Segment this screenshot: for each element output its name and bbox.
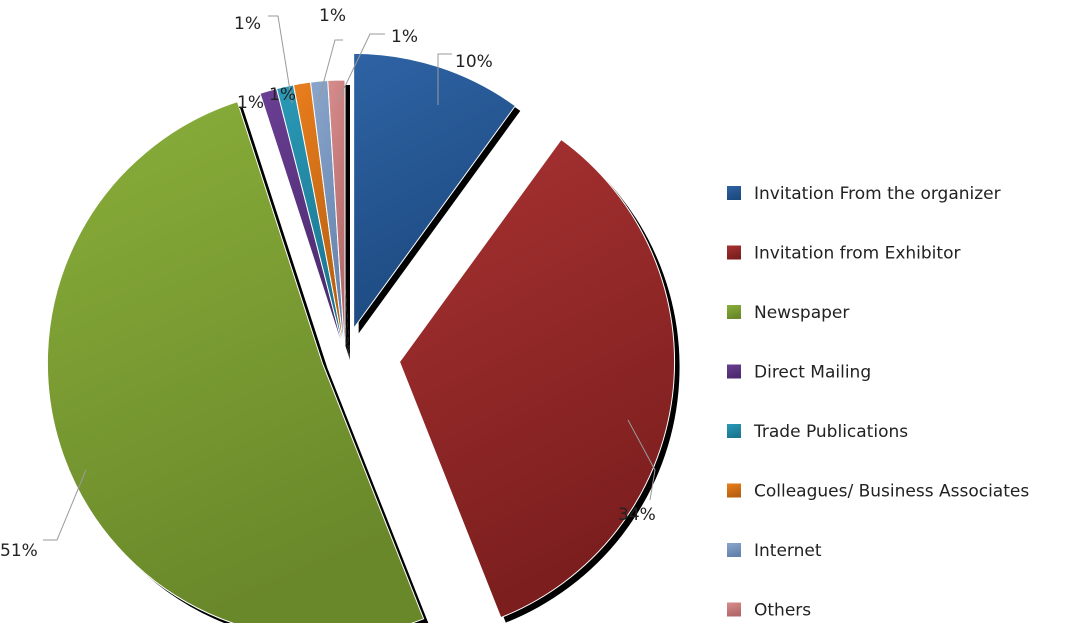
data-labels: 10%34%51%1% 1%1% 1%1% <box>0 6 656 561</box>
leader-line <box>268 15 293 104</box>
pie-slice-3 <box>46 100 425 623</box>
data-label: 1% <box>391 27 418 47</box>
legend-label: Internet <box>754 541 822 561</box>
legend-label: Invitation from Exhibitor <box>754 244 960 264</box>
data-label: 1% <box>319 6 346 26</box>
legend-label: Invitation From the organizer <box>754 184 1001 204</box>
data-label: 1% <box>269 85 296 105</box>
leader-lines <box>43 15 656 541</box>
legend-swatch <box>727 364 741 379</box>
legend-item: Direct Mailing <box>727 363 871 383</box>
legend-swatch <box>727 424 741 438</box>
data-label: 51% <box>0 541 38 561</box>
leader-line <box>437 53 452 105</box>
legend-swatch <box>727 483 741 498</box>
legend-swatch <box>727 602 741 617</box>
legend-item: Others <box>727 601 811 621</box>
legend: Invitation From the organizer Invitation … <box>727 184 1029 621</box>
legend-item: Trade Publications <box>727 422 908 442</box>
data-label: 10% <box>455 52 493 72</box>
legend-item: Newspaper <box>727 303 849 323</box>
leader-line <box>317 39 343 104</box>
data-label: 34% <box>618 505 656 525</box>
leader-line <box>627 419 656 501</box>
legend-item: Invitation From the organizer <box>727 184 1001 204</box>
legend-swatch <box>727 186 741 200</box>
legend-swatch <box>727 245 741 260</box>
legend-label: Others <box>754 601 811 621</box>
pie-slice-1 <box>353 52 516 330</box>
legend-item: Internet <box>727 541 822 561</box>
pie-slice-2 <box>398 138 676 619</box>
legend-label: Colleagues/ Business Associates <box>754 482 1029 502</box>
legend-item: Colleagues/ Business Associates <box>727 482 1029 502</box>
legend-swatch <box>727 543 741 557</box>
legend-label: Trade Publications <box>753 422 908 442</box>
legend-item: Invitation from Exhibitor <box>727 244 960 264</box>
leader-line <box>43 469 87 541</box>
legend-label: Direct Mailing <box>754 363 871 383</box>
legend-swatch <box>727 305 741 319</box>
pie-slices <box>46 52 680 623</box>
legend-label: Newspaper <box>754 303 849 323</box>
data-label: 1% <box>237 93 264 113</box>
data-label: 1% <box>234 14 261 34</box>
leader-line <box>337 33 385 102</box>
pie-slice-8 <box>327 79 346 356</box>
